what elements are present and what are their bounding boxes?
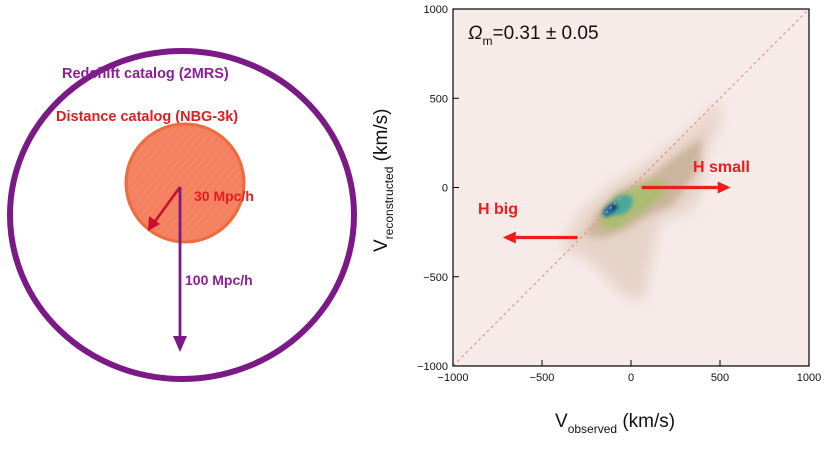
distance-catalog-hatching — [128, 126, 242, 240]
inner-radius-label: 30 Mpc/h — [194, 188, 254, 204]
h-small-arrowhead — [717, 181, 731, 194]
y-tick-label: −1000 — [417, 361, 448, 373]
inner-radius-arrow — [151, 186, 182, 225]
density-level-inner — [598, 180, 670, 230]
x-axis-label-sub: observed — [568, 422, 617, 436]
x-tick-label: 0 — [628, 372, 634, 384]
redshift-catalog-label: Redshift catalog (2MRS) — [62, 66, 229, 82]
density-level-core — [602, 194, 633, 217]
redshift-catalog-circle — [7, 48, 357, 382]
x-axis-ticks: −1000 −500 0 500 1000 — [438, 360, 821, 384]
y-axis-label-main: V — [371, 239, 392, 252]
x-axis-label-main: V — [555, 411, 568, 432]
y-axis-label: Vreconstructed (km/s) — [371, 109, 396, 252]
reference-diagonal — [452, 8, 810, 367]
h-big-arrowhead — [502, 231, 516, 244]
inner-radius-arrowhead — [148, 216, 160, 231]
outer-radius-label: 100 Mpc/h — [185, 272, 253, 288]
y-tick-label: 500 — [430, 93, 448, 105]
y-tick-label: 1000 — [424, 4, 448, 16]
omega-symbol: Ω — [468, 23, 482, 44]
y-axis-label-unit: (km/s) — [371, 109, 392, 167]
h-big-label: H big — [478, 201, 518, 218]
omega-annotation: Ωm=0.31 ± 0.05 — [468, 23, 599, 48]
distance-catalog-label: Distance catalog (NBG-3k) — [56, 109, 238, 125]
x-tick-label: 1000 — [797, 372, 821, 384]
h-small-label: H small — [693, 159, 750, 176]
y-axis-label-sub: reconstructed — [382, 167, 396, 240]
omega-subscript: m — [482, 34, 492, 48]
outer-radius-arrowhead — [173, 336, 187, 352]
x-tick-label: 500 — [711, 372, 729, 384]
velocity-chart: H small H big Ωm=0.31 ± 0.05 −1000 −500 0 5… — [371, 4, 821, 436]
catalog-diagram: Redshift catalog (2MRS) Distance catalog… — [7, 48, 357, 382]
x-axis-label: Vobserved (km/s) — [555, 411, 675, 436]
y-axis-ticks: −1000 −500 0 500 1000 — [417, 4, 459, 373]
y-tick-label: −500 — [423, 272, 448, 284]
x-tick-label: −500 — [530, 372, 555, 384]
x-tick-label: −1000 — [438, 372, 469, 384]
y-tick-label: 0 — [442, 183, 448, 195]
omega-value: =0.31 ± 0.05 — [492, 23, 598, 44]
x-axis-label-unit: (km/s) — [617, 411, 675, 432]
